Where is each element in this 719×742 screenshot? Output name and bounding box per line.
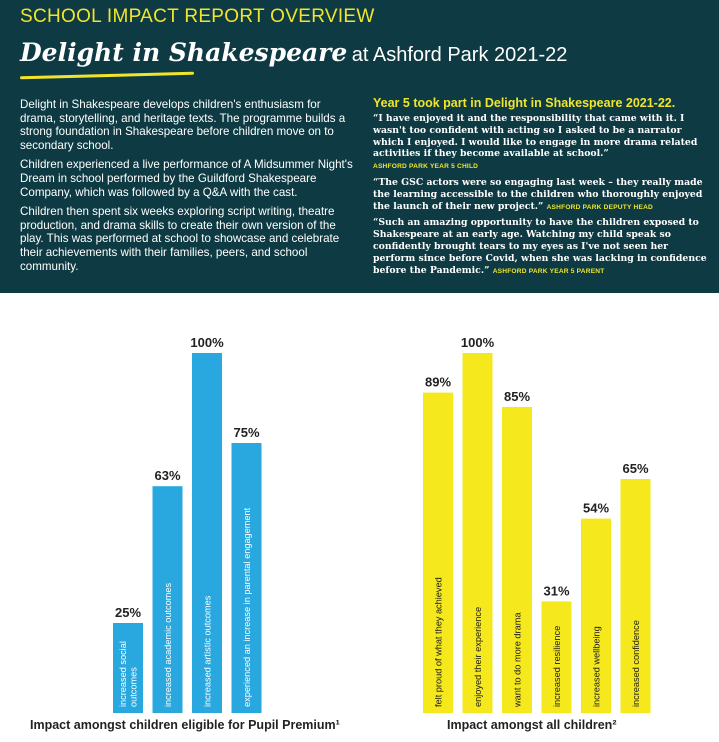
bar (502, 407, 532, 713)
bar-category-label: increased resilience (552, 626, 562, 707)
impact-charts: 25% increased socialoutcomes 63% increased … (113, 335, 651, 713)
bar-category-label: want to do more drama (512, 612, 522, 708)
intro-text: Delight in Shakespeare develops children… (20, 98, 355, 279)
bar-category-label: increased socialoutcomes (118, 641, 138, 707)
bar-value-label: 100% (190, 335, 224, 350)
quotes-panel: Year 5 took part in Delight in Shakespea… (373, 96, 708, 281)
quote-attribution: ASHFORD PARK YEAR 5 PARENT (492, 267, 605, 275)
title-underline (19, 71, 195, 80)
bar (152, 486, 183, 713)
report-label: SCHOOL IMPACT REPORT OVERVIEW (20, 6, 375, 27)
bar-value-label: 31% (543, 583, 569, 598)
bar-category-label: increased artistic outcomes (202, 595, 212, 707)
chart-all-children: 89% felt proud of what they achieved 100% e… (423, 335, 651, 713)
quote-text: “The GSC actors were so engaging last we… (373, 176, 703, 212)
chart-caption-all-children: Impact amongst all children² (447, 718, 617, 732)
bar-value-label: 54% (583, 501, 609, 516)
quote-text: “I have enjoyed it and the responsibilit… (373, 113, 698, 160)
bar-category-label: increased academic outcomes (163, 582, 173, 707)
chart-caption-pupil-premium: Impact amongst children eligible for Pup… (30, 718, 340, 732)
quote: “The GSC actors were so engaging last we… (373, 177, 708, 213)
bar (620, 479, 651, 713)
bar-category-label: enjoyed their experience (473, 607, 483, 707)
bar (113, 623, 143, 713)
bar (541, 601, 572, 713)
bar-value-label: 75% (233, 425, 259, 440)
intro-paragraph: Children then spent six weeks exploring … (20, 205, 340, 273)
bar-value-label: 25% (115, 605, 141, 620)
bar-category-label: increased wellbeing (591, 626, 601, 707)
quote: “I have enjoyed it and the responsibilit… (373, 113, 708, 173)
quote-attribution: ASHFORD PARK YEAR 5 CHILD (373, 163, 479, 171)
bar-value-label: 85% (504, 389, 530, 404)
bar (462, 353, 493, 713)
bar-category-label: increased confidence (631, 620, 641, 707)
bar-category-label: experienced an increase in parental enga… (242, 507, 252, 707)
bar (231, 443, 262, 713)
quote-attribution: ASHFORD PARK DEPUTY HEAD (546, 203, 653, 211)
intro-paragraph: Children experienced a live performance … (20, 158, 353, 199)
quotes-heading: Year 5 took part in Delight in Shakespea… (373, 96, 676, 110)
chart-pupil-premium: 25% increased socialoutcomes 63% increased … (113, 335, 262, 713)
bar-category-label: felt proud of what they achieved (433, 577, 443, 707)
bar-value-label: 65% (622, 461, 648, 476)
bar-value-label: 63% (154, 468, 180, 483)
intro-paragraph: Delight in Shakespeare develops children… (20, 98, 346, 152)
title-school-year: at Ashford Park 2021-22 (351, 44, 568, 66)
programme-brand: Delight in Shakespeare (20, 38, 348, 67)
report-title: Delight in Shakespeare at Ashford Park 2… (20, 38, 567, 67)
bar-value-label: 100% (461, 335, 495, 350)
bar (423, 392, 453, 713)
bar-value-label: 89% (425, 375, 451, 390)
quote: “Such an amazing opportunity to have the… (373, 217, 708, 277)
quote-text: “Such an amazing opportunity to have the… (373, 217, 707, 276)
bar (192, 353, 222, 713)
bar (581, 518, 611, 713)
report-header: SCHOOL IMPACT REPORT OVERVIEW Delight in… (0, 0, 719, 293)
